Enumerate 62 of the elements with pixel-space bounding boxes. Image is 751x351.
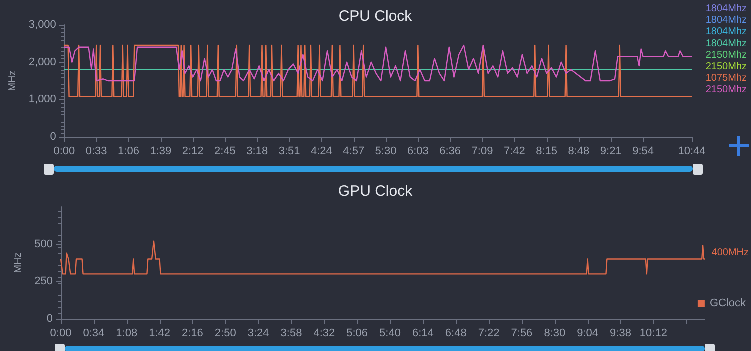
- line-series: [60, 240, 706, 275]
- legend-label: 1804Mhz: [706, 4, 748, 14]
- x-tick-label: 6:36: [440, 146, 462, 158]
- x-tick-label: 1:06: [118, 146, 140, 158]
- x-tick-label: 0:00: [50, 328, 72, 340]
- y-tick-label: 0: [50, 131, 56, 143]
- text: 2150Mhz: [706, 84, 748, 96]
- x-tick-label: 5:06: [346, 328, 368, 340]
- x-tick-label: 6:03: [407, 146, 429, 158]
- x-tick-label: 7:42: [504, 146, 526, 158]
- text: 400MHz: [712, 248, 750, 258]
- x-tick-label: 7:09: [472, 146, 494, 158]
- x-tick-label: 0:00: [54, 146, 76, 158]
- x-tick-label: 8:48: [568, 146, 590, 158]
- x-tick-label: 0:33: [86, 146, 108, 158]
- x-tick-label: 3:24: [248, 328, 270, 340]
- x-tick-label: 10:44: [678, 146, 706, 158]
- x-tick-label: 8:30: [544, 328, 566, 340]
- x-tick-label: 3:51: [278, 146, 300, 158]
- legend-label: 2150Mhz: [706, 62, 748, 72]
- y-axis-title: MHz: [8, 70, 18, 92]
- x-tick-label: 4:24: [310, 146, 332, 158]
- chart-title: GPU Clock: [338, 183, 414, 200]
- x-tick-label: 9:54: [632, 146, 654, 158]
- x-tick-label: 2:16: [182, 328, 204, 340]
- y-tick-label: 1,000: [28, 94, 56, 106]
- x-tick-label: 7:56: [511, 328, 533, 340]
- y-tick-label: 0: [46, 313, 53, 325]
- x-tick-label: 9:21: [600, 146, 622, 158]
- x-tick-label: 5:40: [380, 328, 401, 340]
- x-tick-label: 5:30: [375, 146, 397, 158]
- legend-label: 2150Mhz: [706, 50, 748, 61]
- y-axis-title: MHz: [13, 252, 24, 274]
- series-label: 1075Mhz: [706, 73, 748, 84]
- x-tick-label: 7:22: [478, 328, 500, 340]
- x-tick-label: 9:04: [577, 328, 599, 340]
- x-tick-label: 9:38: [610, 328, 632, 340]
- legend-label: GClock: [710, 298, 746, 310]
- x-tick-label: 4:32: [314, 328, 336, 340]
- x-tick-label: 2:12: [182, 146, 204, 158]
- y-tick-label: 3,000: [28, 19, 56, 31]
- x-tick-label: 2:45: [214, 146, 236, 158]
- x-tick-label: 3:18: [246, 146, 268, 158]
- x-tick-label: 3:58: [280, 328, 302, 340]
- x-tick-label: 8:15: [536, 146, 558, 158]
- x-tick-label: 1:08: [116, 328, 138, 340]
- x-tick-label: 2:50: [214, 328, 236, 340]
- line-series: [64, 44, 693, 82]
- y-tick-label: 2,000: [28, 56, 56, 68]
- x-tick-label: 1:42: [149, 328, 170, 340]
- text: 1804Mhz: [706, 38, 748, 50]
- x-tick-label: 4:57: [343, 146, 365, 158]
- x-tick-label: 6:48: [445, 328, 467, 340]
- legend-label: 1804Mhz: [706, 15, 748, 26]
- x-tick-label: 10:12: [640, 328, 668, 340]
- x-tick-label: 6:14: [412, 328, 434, 340]
- x-tick-label: 1:39: [150, 146, 172, 158]
- x-tick-label: 0:34: [83, 328, 105, 340]
- chart-title: CPU Clock: [338, 8, 413, 25]
- y-tick-label: 500: [34, 238, 53, 250]
- y-tick-label: 250: [34, 276, 53, 288]
- legend-label: 1804Mhz: [706, 26, 748, 38]
